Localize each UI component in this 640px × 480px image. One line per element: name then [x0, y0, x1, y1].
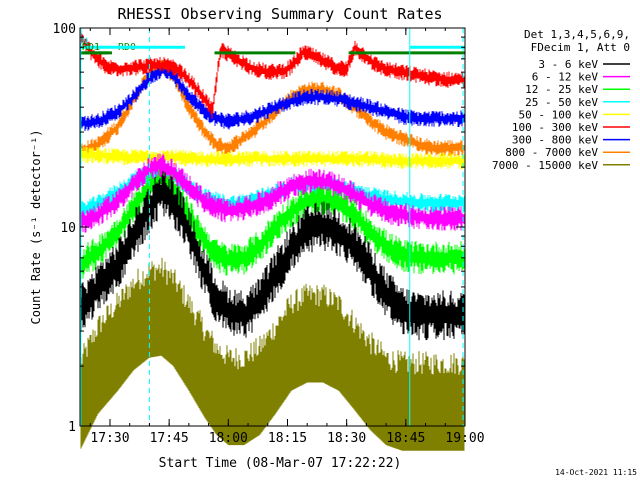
y-tick-label: 1	[68, 420, 76, 435]
legend-entry-25-50-kev: 25 - 50 keV	[525, 96, 630, 109]
y-tick-label: 100	[53, 22, 76, 37]
timestamp: 14-Oct-2021 11:15	[555, 468, 637, 477]
x-tick-label: 18:30	[327, 431, 366, 446]
plot-area: RD0NRD1	[80, 28, 465, 451]
flag-label: RD1	[82, 42, 100, 53]
x-axis-label: Start Time (08-Mar-07 17:22:22)	[159, 456, 402, 471]
legend-header-line: FDecim 1, Att 0	[531, 41, 630, 54]
x-tick-label: 18:15	[268, 431, 307, 446]
series-50-100-kev	[80, 146, 465, 170]
legend-entry-100-300-kev: 100 - 300 keV	[512, 121, 630, 134]
x-tick-label: 17:45	[150, 431, 189, 446]
flag-rd1: RD1	[80, 42, 109, 55]
y-axis-label: Count Rate (s⁻¹ detector⁻¹)	[29, 129, 43, 324]
legend-label: 3 - 6 keV	[538, 58, 598, 71]
legend-label: 100 - 300 keV	[512, 121, 598, 134]
legend-label: 300 - 800 keV	[512, 134, 598, 147]
legend-label: 7000 - 15000 keV	[492, 159, 598, 172]
chart-title: RHESSI Observing Summary Count Rates	[117, 5, 442, 23]
legend-entry-7000-15000-kev: 7000 - 15000 keV	[492, 159, 630, 172]
flag-label: N	[82, 36, 88, 47]
legend-label: 6 - 12 keV	[532, 71, 599, 84]
legend-label: 12 - 25 keV	[525, 83, 598, 96]
axes: 17:30 17:45 18:00 18:15 18:30 18:45 19:00 100 10…	[53, 22, 485, 446]
x-tick-label: 18:45	[386, 431, 425, 446]
legend-entry-6-12-kev: 6 - 12 keV	[532, 71, 630, 84]
series-line	[80, 146, 465, 170]
legend-entry-800-7000-kev: 800 - 7000 keV	[505, 146, 630, 159]
y-tick-label: 10	[60, 221, 76, 236]
x-tick-label: 17:30	[90, 431, 129, 446]
flag-n: N	[80, 36, 465, 49]
legend-label: 800 - 7000 keV	[505, 146, 598, 159]
legend-entry-50-100-kev: 50 - 100 keV	[519, 108, 630, 121]
legend-label: 25 - 50 keV	[525, 96, 598, 109]
legend-entry-300-800-kev: 300 - 800 keV	[512, 134, 630, 147]
legend-label: 50 - 100 keV	[519, 108, 599, 121]
legend-entry-12-25-kev: 12 - 25 keV	[525, 83, 630, 96]
legend: Det 1,3,4,5,6,9,FDecim 1, Att 0 3 - 6 keV…	[492, 28, 630, 172]
legend-entry-3-6-kev: 3 - 6 keV	[538, 58, 630, 71]
legend-header-line: Det 1,3,4,5,6,9,	[524, 28, 630, 41]
x-tick-label: 18:00	[209, 431, 248, 446]
x-tick-label: 19:00	[445, 431, 484, 446]
